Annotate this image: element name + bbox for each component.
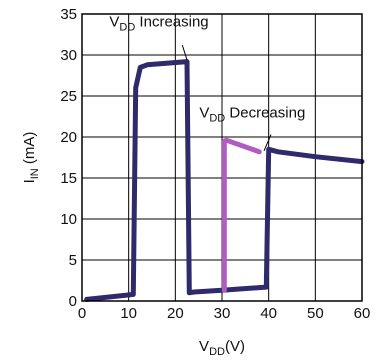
y-axis-label: IIN (mA) <box>21 132 41 184</box>
x-axis-label-rest: (V) <box>225 338 245 355</box>
x-axis-label: VDD(V) <box>199 338 245 358</box>
annotation-vdd-decreasing: VDD Decreasing <box>199 104 305 124</box>
x-tick-label-50: 50 <box>307 305 324 322</box>
y-tick-label-35: 35 <box>60 6 77 23</box>
x-tick-label-40: 40 <box>260 305 277 322</box>
annotation-increasing-rest: Increasing <box>135 13 208 30</box>
y-tick-label-15: 15 <box>60 170 77 187</box>
y-axis-label-sub: IN <box>29 168 41 179</box>
y-tick-label-5: 5 <box>69 252 77 269</box>
x-tick-label-10: 10 <box>120 305 137 322</box>
x-tick-labels: 0 10 20 30 40 50 60 <box>78 305 371 322</box>
annotation-decreasing-rest: Decreasing <box>225 104 305 121</box>
annotation-vdd-increasing: VDD Increasing <box>109 13 208 33</box>
y-tick-label-10: 10 <box>60 211 77 228</box>
x-tick-label-20: 20 <box>167 305 184 322</box>
y-tick-label-20: 20 <box>60 129 77 146</box>
x-axis-label-main: V <box>199 338 209 355</box>
series-line-vdd-decreasing <box>221 137 262 293</box>
annotation-increasing-main: V <box>109 13 119 30</box>
y-axis-label-main: I <box>21 179 38 183</box>
series-line-vdd-increasing <box>84 59 365 302</box>
annotation-decreasing-sub: DD <box>209 112 225 124</box>
annotation-leader-1 <box>263 134 272 152</box>
x-tick-label-30: 30 <box>214 305 231 322</box>
annotation-increasing-sub: DD <box>119 21 135 33</box>
y-axis-label-rest: (mA) <box>21 132 38 169</box>
annotation-leaders <box>181 45 272 152</box>
y-tick-label-0: 0 <box>69 293 77 310</box>
x-tick-label-0: 0 <box>78 305 86 322</box>
plot-frame <box>81 13 363 302</box>
annotation-leader-0 <box>181 45 188 61</box>
x-axis-label-sub: DD <box>209 346 225 358</box>
y-tick-labels: 0 5 10 15 20 25 30 35 <box>60 6 77 310</box>
y-tick-label-30: 30 <box>60 47 77 64</box>
x-tick-label-60: 60 <box>354 305 371 322</box>
annotation-decreasing-main: V <box>199 104 209 121</box>
series-group <box>84 59 365 302</box>
y-tick-label-25: 25 <box>60 88 77 105</box>
